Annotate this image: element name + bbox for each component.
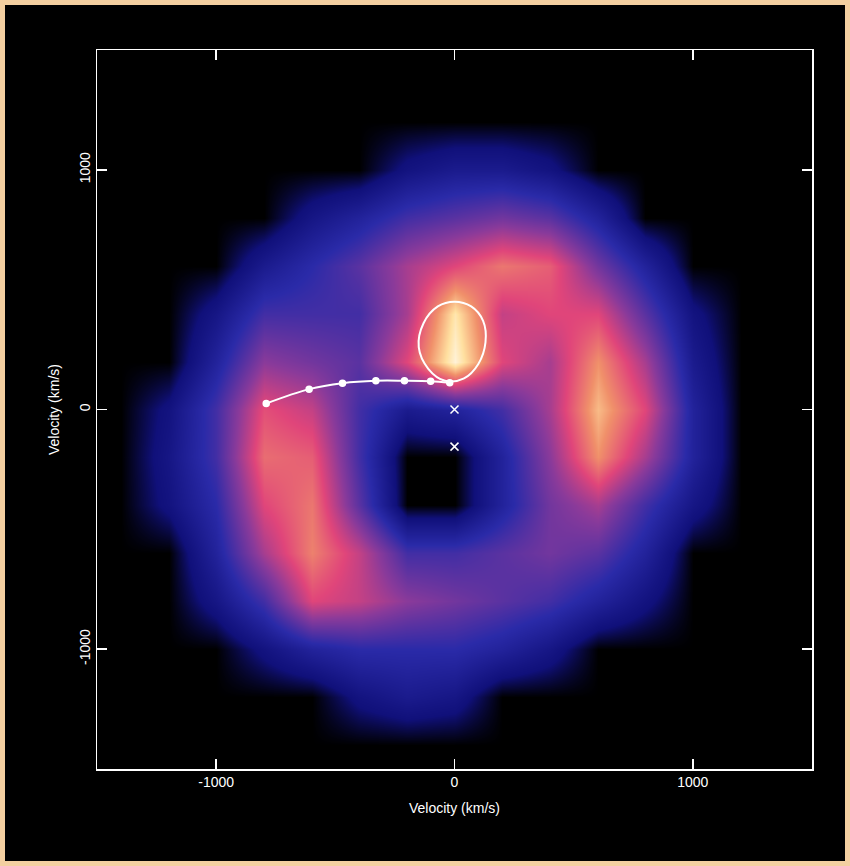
svg-text:1000: 1000 xyxy=(677,774,708,790)
svg-text:-1000: -1000 xyxy=(77,629,93,665)
svg-text:Velocity (km/s): Velocity (km/s) xyxy=(46,364,62,455)
svg-text:-1000: -1000 xyxy=(198,774,234,790)
svg-text:0: 0 xyxy=(451,774,459,790)
svg-text:Velocity (km/s): Velocity (km/s) xyxy=(409,800,500,816)
svg-text:1000: 1000 xyxy=(77,152,93,183)
svg-text:0: 0 xyxy=(77,403,93,411)
